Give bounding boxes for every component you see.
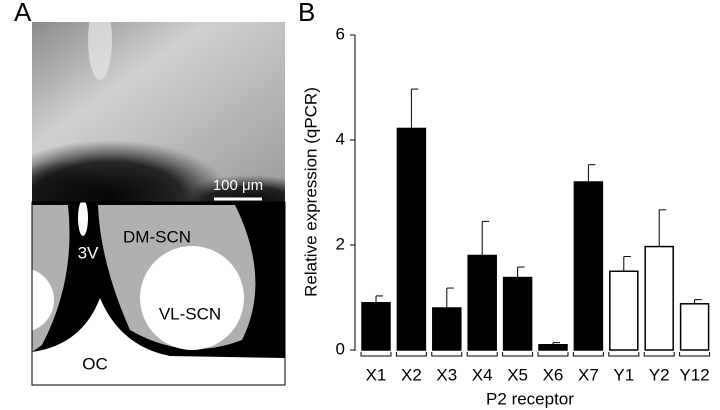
x-tick-label: X2: [401, 365, 422, 384]
x-tick-label: X6: [543, 365, 564, 384]
y-tick-label: 4: [336, 129, 345, 148]
bar: [396, 127, 427, 351]
x-tick-label: Y1: [613, 365, 634, 384]
region-label: VL-SCN: [159, 304, 221, 323]
x-tick-label: X7: [578, 365, 599, 384]
bar: [432, 307, 462, 351]
y-tick-label: 0: [336, 339, 345, 358]
x-tick-label: X1: [366, 365, 387, 384]
bar: [467, 254, 497, 351]
panel-label: B: [298, 0, 315, 27]
category-bracket: [360, 352, 392, 357]
category-bracket: [537, 352, 569, 357]
bar: [609, 270, 639, 351]
x-tick-label: X5: [507, 365, 528, 384]
category-bracket: [502, 352, 534, 357]
micrograph: [32, 22, 285, 202]
region-label: OC: [82, 354, 108, 373]
bar: [679, 303, 710, 351]
category-bracket: [643, 352, 675, 357]
x-axis-label: P2 receptor: [486, 389, 574, 408]
panel-label: A: [14, 0, 32, 27]
y-tick-label: 6: [336, 24, 345, 43]
scale-bar-label: 100 μm: [213, 177, 263, 194]
y-axis-label: Relative expression (qPCR): [301, 87, 320, 297]
x-tick-label: X3: [436, 365, 457, 384]
x-tick-label: Y2: [649, 365, 670, 384]
region-label: DM-SCN: [123, 227, 191, 246]
schematic: [32, 202, 285, 385]
bar: [644, 245, 674, 351]
bar: [573, 181, 604, 351]
x-tick-label: Y12: [679, 365, 709, 384]
category-bracket: [466, 352, 498, 357]
x-tick-label: X4: [472, 365, 493, 384]
bar: [502, 276, 533, 351]
region-label: 3V: [78, 243, 99, 262]
category-bracket: [431, 352, 463, 357]
bar: [361, 302, 391, 351]
category-bracket: [395, 352, 427, 357]
schematic-border: [31, 201, 286, 386]
category-bracket: [679, 352, 711, 357]
category-bracket: [572, 352, 604, 357]
y-tick-label: 2: [336, 234, 345, 253]
bar: [538, 344, 568, 351]
category-bracket: [608, 352, 640, 357]
